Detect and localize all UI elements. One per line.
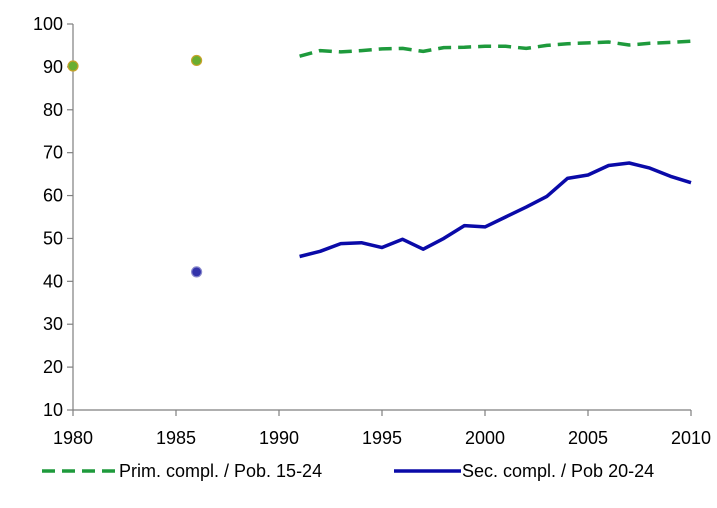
legend-label-prim: Prim. compl. / Pob. 15-24	[119, 461, 322, 481]
y-tick-label: 50	[43, 228, 63, 248]
y-tick-label: 20	[43, 357, 63, 377]
chart-axes	[72, 24, 691, 411]
y-tick-label: 40	[43, 271, 63, 291]
series-line-sec	[299, 161, 692, 259]
y-tick-label: 60	[43, 186, 63, 206]
series-prim	[67, 39, 692, 72]
x-tick-label: 2010	[671, 428, 711, 448]
data-point-prim	[191, 54, 203, 67]
series-sec	[191, 161, 692, 278]
y-tick-label: 70	[43, 143, 63, 163]
data-point-sec	[191, 266, 203, 278]
series-layer	[67, 39, 692, 278]
x-tick-label: 1995	[362, 428, 402, 448]
y-tick-label: 30	[43, 314, 63, 334]
y-tick-label: 80	[43, 100, 63, 120]
x-tick-label: 1985	[156, 428, 196, 448]
x-axis-ticks: 1980 1985 1990 1995 2000 2005 2010	[53, 410, 711, 448]
x-tick-label: 2005	[568, 428, 608, 448]
legend-label-sec: Sec. compl. / Pob 20-24	[462, 461, 654, 481]
legend-item-sec: Sec. compl. / Pob 20-24	[394, 461, 654, 481]
x-tick-label: 2000	[465, 428, 505, 448]
y-tick-label: 100	[33, 14, 63, 34]
y-axis-ticks: 10 20 30 40 50 60 70 80 90 100	[33, 14, 73, 420]
y-tick-label: 90	[43, 57, 63, 77]
y-tick-label: 10	[43, 400, 63, 420]
legend-item-prim: Prim. compl. / Pob. 15-24	[42, 461, 322, 481]
x-tick-label: 1990	[259, 428, 299, 448]
x-tick-label: 1980	[53, 428, 93, 448]
data-point-prim	[67, 60, 79, 72]
series-line-prim	[299, 39, 692, 58]
legend: Prim. compl. / Pob. 15-24 Sec. compl. / …	[42, 461, 654, 481]
